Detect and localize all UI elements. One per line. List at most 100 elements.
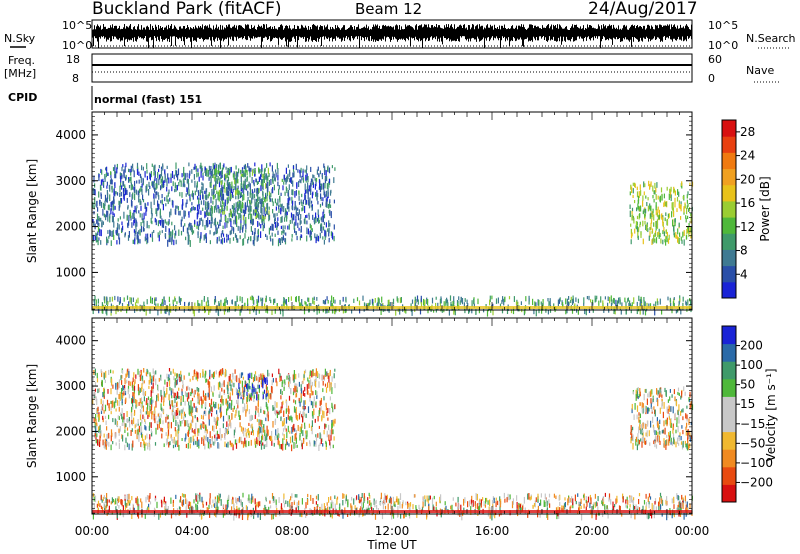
echo-mark [218,236,220,242]
echo-mark [104,204,106,210]
echo-mark [234,179,236,184]
echo-mark [548,499,550,505]
echo-mark [180,370,182,376]
echo-mark [163,386,165,392]
echo-mark [159,208,161,216]
echo-mark [236,222,238,227]
echo-mark [615,299,617,307]
echo-mark [639,388,641,395]
echo-mark [255,309,257,316]
echo-mark [541,307,543,314]
echo-mark [602,497,604,502]
echo-mark [501,299,503,304]
echo-mark [198,439,200,446]
echo-mark [239,499,241,503]
echo-mark [311,370,313,378]
echo-mark [253,194,256,199]
echo-mark [310,204,312,208]
echo-mark [190,391,192,397]
echo-mark [249,415,251,422]
echo-mark [215,370,217,375]
echo-mark [105,172,107,178]
echo-mark [173,436,175,444]
echo-mark [198,303,200,309]
echo-mark [97,388,99,394]
echo-mark [157,413,159,417]
echo-mark [97,219,99,226]
echo-mark [323,503,325,510]
echo-mark [324,175,326,181]
echo-mark [165,203,167,207]
echo-mark [427,299,429,306]
echo-mark [631,186,633,194]
echo-mark [672,426,674,434]
echo-mark [305,413,307,418]
echo-mark [252,388,254,393]
echo-mark [197,224,200,231]
echo-mark [504,296,506,302]
echo-mark [658,209,660,217]
echo-mark [268,206,270,210]
echo-mark [327,382,329,388]
echo-mark [309,442,311,447]
echo-mark [250,205,252,212]
echo-mark [196,387,198,392]
echo-mark [310,235,312,241]
echo-mark [667,399,669,403]
echo-mark [610,295,612,302]
echo-mark [647,512,649,520]
echo-mark [301,498,303,505]
echo-mark [668,439,670,446]
echo-mark [628,303,630,307]
echo-mark [111,205,113,211]
echo-mark [312,391,314,396]
echo-mark [231,213,234,219]
echo-mark [373,498,375,505]
echo-mark [105,444,107,450]
echo-mark [254,188,256,193]
echo-mark [604,504,606,510]
echo-mark [311,200,313,204]
echo-mark [154,406,156,414]
echo-mark [167,416,169,420]
echo-mark [256,192,258,197]
echo-mark [259,196,261,204]
echo-mark [403,513,405,519]
echo-mark [199,218,201,225]
echo-mark [310,379,312,385]
echo-mark [640,438,642,442]
echo-mark [240,395,242,400]
echo-mark [231,181,233,189]
echo-mark [679,432,681,437]
echo-mark [242,215,244,221]
echo-mark [116,167,118,174]
echo-mark [223,301,225,306]
echo-mark [102,417,104,423]
echo-mark [252,218,254,225]
echo-mark [658,429,660,434]
echo-mark [135,399,137,404]
echo-mark [636,301,638,309]
echo-mark [123,211,125,219]
echo-mark [673,225,675,232]
echo-mark [231,399,233,406]
echo-mark [138,433,140,438]
echo-mark [293,399,295,403]
echo-mark [108,204,110,210]
echo-mark [294,433,296,441]
echo-mark [270,192,272,198]
echo-mark [218,443,220,449]
echo-mark [377,302,379,309]
echo-mark [175,380,178,386]
echo-mark [227,169,230,176]
echo-mark [322,215,324,223]
echo-mark [312,498,314,504]
echo-mark [416,295,419,302]
echo-mark [645,432,647,437]
echo-mark [112,400,114,407]
echo-mark [270,393,272,400]
echo-mark [214,185,216,190]
echo-mark [225,216,227,222]
echo-mark [258,222,260,226]
echo-mark [306,384,308,391]
